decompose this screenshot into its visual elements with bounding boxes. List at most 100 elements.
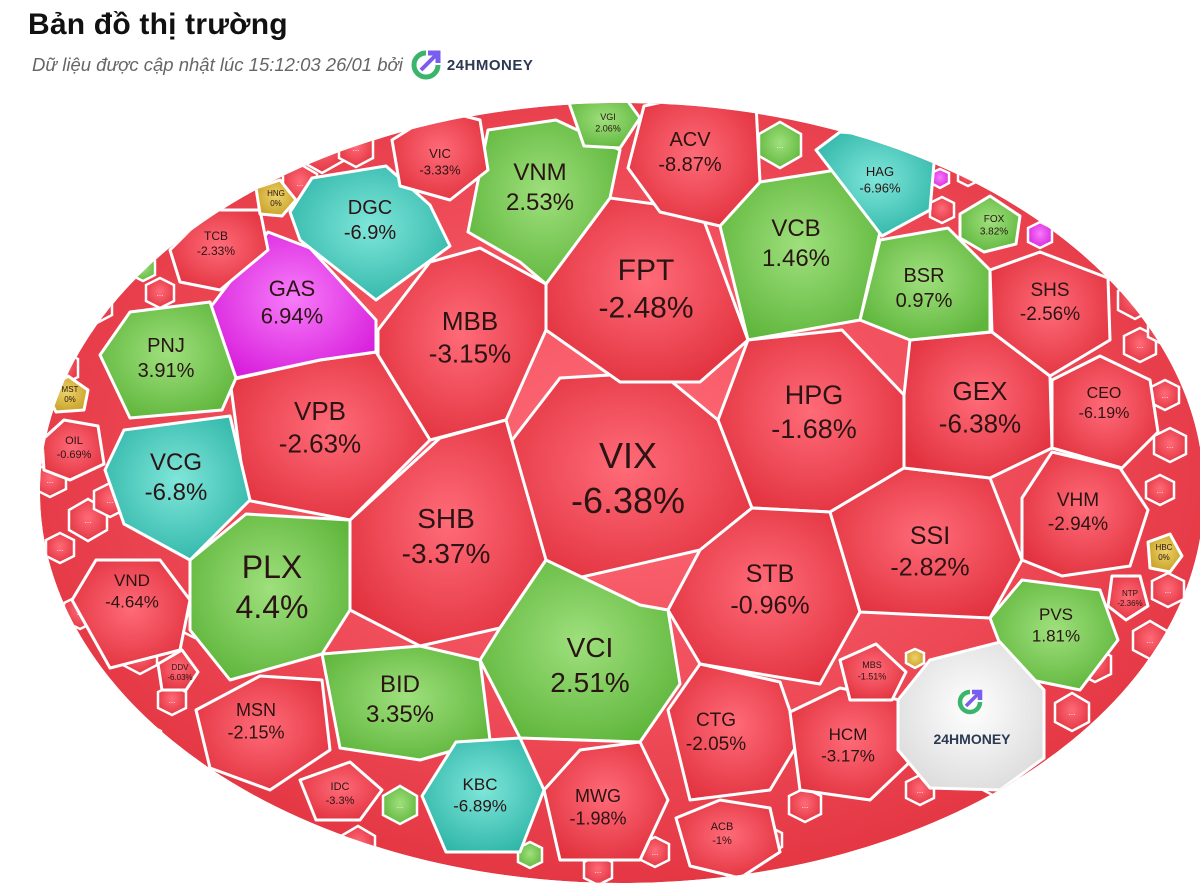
page-title: Bản đồ thị trường <box>28 8 288 41</box>
change-hpg: -1.68% <box>771 414 857 444</box>
cell-ddv[interactable] <box>156 648 200 692</box>
ticker-mbs: MBS <box>862 660 882 670</box>
change-dgc: -6.9% <box>344 222 396 244</box>
cell-gas[interactable] <box>208 230 378 380</box>
small-cell[interactable] <box>1144 473 1176 507</box>
ticker-pnj: PNJ <box>147 335 185 357</box>
brand-logo[interactable]: 24HMONEY <box>411 50 534 80</box>
brand-name: 24HMONEY <box>446 56 534 74</box>
small-cell-label: ... <box>47 476 54 485</box>
small-cell-label: ... <box>169 696 176 705</box>
small-cell[interactable] <box>129 253 157 283</box>
cell-mbs[interactable] <box>838 642 908 702</box>
ticker-vcb: VCB <box>771 215 820 242</box>
small-cell[interactable] <box>1116 279 1154 321</box>
cell-hng[interactable] <box>254 178 298 218</box>
change-oil: -0.69% <box>57 449 92 461</box>
small-cell-label: ... <box>353 144 360 153</box>
ticker-fox: FOX <box>984 214 1005 225</box>
small-cell[interactable] <box>44 531 76 565</box>
small-cell-label: ... <box>59 364 66 373</box>
change-vix: -6.38% <box>571 480 685 521</box>
ticker-pvs: PVS <box>1039 605 1073 624</box>
small-cell[interactable] <box>904 647 926 670</box>
change-msn: -2.15% <box>227 723 284 743</box>
ticker-msn: MSN <box>236 700 276 720</box>
change-vcb: 1.46% <box>762 245 830 272</box>
ticker-shs: SHS <box>1030 280 1069 301</box>
small-cell-label: ... <box>85 516 92 525</box>
cell-msn[interactable] <box>194 674 332 792</box>
cell-vgi[interactable] <box>566 96 642 150</box>
small-cell[interactable] <box>156 683 188 717</box>
cell-vnd[interactable] <box>70 558 192 670</box>
change-acv: -8.87% <box>658 154 722 176</box>
ticker-plx: PLX <box>242 549 302 585</box>
small-cell[interactable] <box>339 824 377 866</box>
cell-fpt[interactable] <box>544 196 750 384</box>
change-mbs: -1.51% <box>858 671 887 681</box>
small-cell[interactable] <box>127 721 163 759</box>
change-vgi: 2.06% <box>595 123 621 133</box>
ticker-stb: STB <box>746 560 795 588</box>
small-cell-label: ... <box>652 848 659 857</box>
change-ddv: -6.03% <box>167 673 192 682</box>
small-cell[interactable] <box>956 162 980 188</box>
small-cell[interactable] <box>582 853 614 885</box>
ticker-vix: VIX <box>599 435 657 476</box>
small-cell[interactable] <box>33 285 59 315</box>
small-cell[interactable] <box>928 195 956 225</box>
change-vhm: -2.94% <box>1048 514 1108 535</box>
change-vpb: -2.63% <box>279 429 361 459</box>
ticker-vcg: VCG <box>150 449 202 476</box>
cell-mwg[interactable] <box>542 740 670 862</box>
cell-dgc[interactable] <box>288 164 452 302</box>
cell-hag[interactable] <box>814 130 938 238</box>
ticker-hng: HNG <box>267 189 285 198</box>
small-cell-label: ... <box>1157 486 1164 495</box>
change-shs: -2.56% <box>1020 304 1080 325</box>
change-vnm: 2.53% <box>506 189 574 216</box>
small-cell[interactable] <box>1150 571 1186 609</box>
change-mst: 0% <box>64 395 76 404</box>
cell-acv[interactable] <box>626 96 762 228</box>
cell-vcg[interactable] <box>103 414 252 562</box>
small-cell-label: ... <box>1137 341 1144 350</box>
cell-acb[interactable] <box>674 798 782 880</box>
change-stb: -0.96% <box>730 591 809 619</box>
ticker-fpt: FPT <box>618 254 675 287</box>
cell-vci[interactable] <box>478 558 682 744</box>
small-cell[interactable] <box>1026 220 1054 250</box>
cell-oil[interactable] <box>40 418 106 482</box>
cell-fox[interactable] <box>958 194 1022 254</box>
small-cell-label: ... <box>917 786 924 795</box>
change-gex: -6.38% <box>939 409 1021 439</box>
update-info: Dữ liệu được cập nhật lúc 15:12:03 26/01… <box>32 50 533 80</box>
small-cell-label: ... <box>1132 296 1139 305</box>
cell-ntp[interactable] <box>1106 574 1150 622</box>
cell-ceo[interactable] <box>1050 354 1160 470</box>
small-cell-label: ... <box>157 289 164 298</box>
cell-idc[interactable] <box>298 760 384 822</box>
small-cell-label: ... <box>297 179 304 188</box>
small-cell-label: ... <box>1069 708 1076 717</box>
ticker-vci: VCI <box>567 632 614 663</box>
watermark-text: 24HMONEY <box>933 731 1011 747</box>
small-cell[interactable] <box>381 784 419 826</box>
small-cell-label: ... <box>595 866 602 875</box>
cell-hbc[interactable] <box>1146 532 1184 574</box>
cell-pnj[interactable] <box>98 300 238 420</box>
cell-vnm[interactable] <box>466 118 622 286</box>
update-text: Dữ liệu được cập nhật lúc 15:12:03 26/01… <box>32 54 403 75</box>
ticker-hbc: HBC <box>1156 543 1173 552</box>
small-cell[interactable] <box>787 786 823 824</box>
cell-vhm[interactable] <box>1020 450 1150 578</box>
change-fpt: -2.48% <box>598 292 693 325</box>
small-cell[interactable] <box>1053 691 1091 733</box>
cell-plx[interactable] <box>188 512 352 682</box>
small-cell[interactable] <box>76 284 114 326</box>
watermark-cell <box>896 640 1046 792</box>
change-hag: -6.96% <box>859 180 901 195</box>
ticker-ctg: CTG <box>696 710 736 731</box>
small-cell[interactable] <box>1146 315 1174 345</box>
